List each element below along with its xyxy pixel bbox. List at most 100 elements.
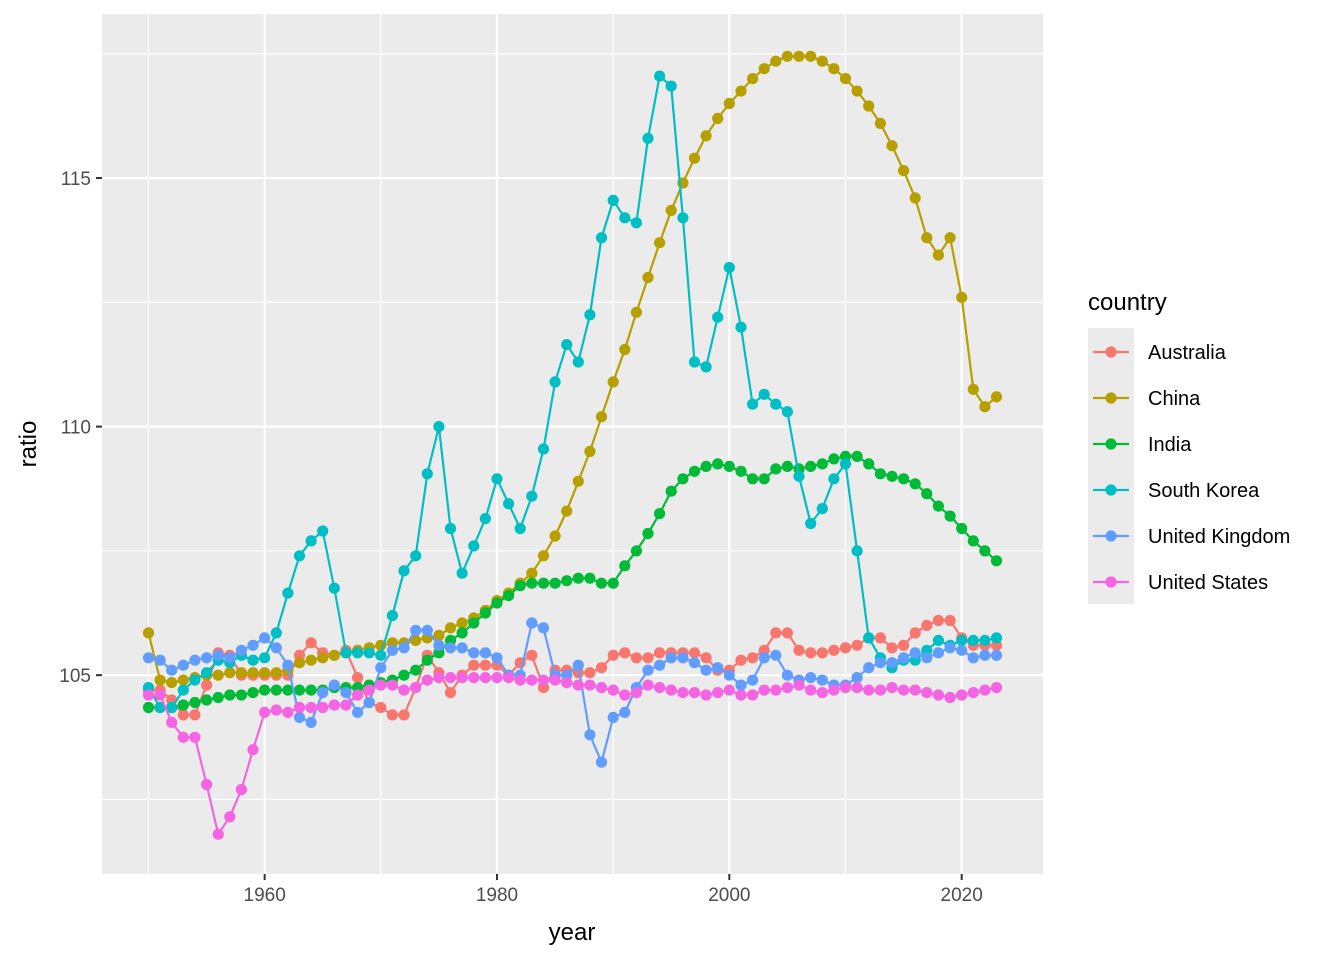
data-point-united-states [688,687,701,699]
data-point-united-states [166,716,178,729]
data-point-india [224,689,236,701]
series-south-korea [142,70,1003,714]
data-point-united-kingdom [282,659,294,671]
data-point-south-korea [665,80,677,92]
data-point-united-states [607,684,619,696]
data-point-united-kingdom [572,659,584,671]
data-point-south-korea [375,649,387,661]
data-point-south-korea [305,535,317,547]
data-point-south-korea [154,701,166,714]
data-point-united-states [363,684,375,696]
data-point-india [967,535,979,547]
series-layer [142,50,1003,840]
data-point-south-korea [770,398,782,410]
legend-item-australia: Australia [1093,342,1227,364]
data-point-india [712,458,724,470]
data-point-united-states [247,744,259,756]
data-point-south-korea [712,311,724,323]
legend-label: China [1148,388,1201,410]
data-point-united-kingdom [479,647,491,659]
data-point-china [317,652,329,664]
data-point-united-kingdom [990,649,1003,661]
legend-key-point [1105,484,1117,496]
data-point-united-states [967,687,979,699]
data-point-united-kingdom [293,711,306,724]
data-point-india [909,478,921,490]
data-point-united-states [909,684,921,696]
data-point-china [654,237,666,249]
series-united-kingdom [142,617,1003,768]
data-point-united-states [956,689,968,701]
data-point-south-korea [793,470,805,482]
data-point-south-korea [189,674,201,686]
data-point-australia [607,649,619,661]
data-point-united-states [898,684,910,696]
legend-key-point [1105,530,1117,542]
data-point-australia [595,662,608,674]
data-point-united-kingdom [201,652,213,664]
panel-background [102,14,1043,874]
legend-label: United Kingdom [1148,526,1290,548]
legend-item-south-korea: South Korea [1093,480,1260,502]
data-point-south-korea [398,565,410,577]
data-point-united-states [561,677,573,689]
data-point-south-korea [421,468,433,480]
data-point-india [665,485,677,497]
data-point-india [572,572,584,584]
legend-key-point [1105,438,1117,450]
data-point-united-states [514,674,526,686]
data-point-south-korea [456,567,468,579]
data-point-south-korea [735,321,747,333]
data-point-south-korea [758,388,770,400]
data-point-china [863,100,875,112]
data-point-united-kingdom [456,642,468,654]
data-point-united-kingdom [642,664,654,676]
data-point-south-korea [723,261,735,274]
data-point-united-states [747,689,759,701]
data-point-united-states [189,731,201,743]
data-point-australia [619,647,631,659]
data-point-united-kingdom [665,652,677,664]
data-point-united-kingdom [747,674,759,686]
data-point-south-korea [433,421,445,433]
data-point-united-kingdom [688,657,701,669]
data-point-united-kingdom [898,652,910,664]
data-point-south-korea [479,513,491,525]
data-point-india [630,545,643,557]
data-point-australia [874,632,887,644]
data-point-china [793,50,805,62]
data-point-south-korea [514,522,526,535]
legend-label: Australia [1148,342,1227,364]
minor-gridlines [102,14,1043,874]
data-point-india [456,627,468,639]
data-point-south-korea [410,550,422,562]
data-point-united-kingdom [340,687,352,699]
data-point-south-korea [654,70,666,82]
data-point-united-states [619,689,631,701]
data-point-india [235,689,247,701]
legend-key-point [1105,346,1117,358]
data-point-china [990,391,1003,403]
data-point-united-kingdom [526,617,538,629]
data-point-china [828,63,840,75]
data-point-united-kingdom [491,652,503,664]
data-point-china [700,130,712,142]
data-point-china [549,530,561,542]
data-point-india [526,577,538,589]
data-point-india [700,460,712,472]
data-point-australia [654,647,666,659]
data-point-china [630,306,643,318]
data-point-china [932,249,945,261]
data-point-united-states [700,689,712,701]
data-point-united-kingdom [398,642,410,654]
data-point-south-korea [584,309,596,321]
data-point-united-states [712,687,724,699]
data-point-south-korea [781,406,794,418]
data-point-south-korea [595,232,608,244]
data-point-united-kingdom [805,672,817,684]
data-point-united-kingdom [421,624,433,637]
data-point-united-kingdom [932,647,945,659]
data-point-south-korea [247,654,259,666]
data-point-south-korea [549,376,561,388]
